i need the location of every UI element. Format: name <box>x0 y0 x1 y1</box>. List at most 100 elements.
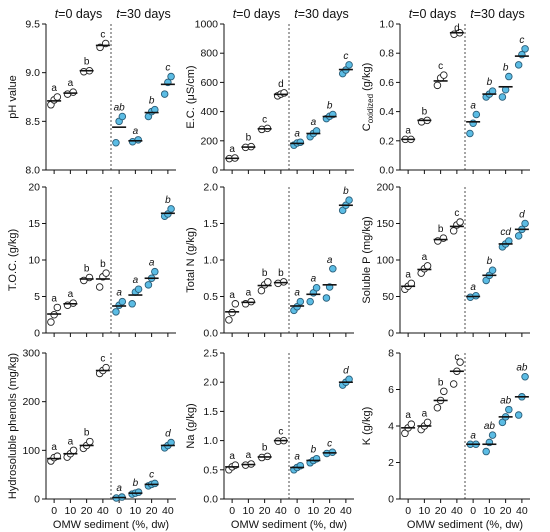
significance-letter: b <box>149 96 155 107</box>
significance-letter: ab <box>484 421 496 432</box>
x-tick-label: 0 <box>51 505 57 517</box>
significance-letter: b <box>84 428 90 439</box>
data-point <box>505 72 513 81</box>
significance-letter: b <box>278 268 284 279</box>
significance-letter: a <box>116 483 122 494</box>
data-point <box>498 418 507 427</box>
y-tick-label: 0.2 <box>379 135 394 147</box>
data-point <box>466 129 474 138</box>
x-tick-label: 20 <box>435 505 447 517</box>
data-point <box>280 89 288 97</box>
y-tick-label: 0.0 <box>203 328 218 340</box>
y-tick-label: 9.0 <box>25 67 40 79</box>
significance-letter: a <box>51 293 57 304</box>
y-tick-label: 200 <box>22 396 40 408</box>
y-tick-label: 2.0 <box>203 377 218 389</box>
significance-letter: ab <box>114 102 126 113</box>
significance-letter: a <box>294 128 300 139</box>
panel-hphen: 0 100 200 300 0 10 20 40 0 10 20 40 Hydrosoluble phe… <box>7 348 176 531</box>
significance-letter: d <box>519 210 525 221</box>
data-point <box>329 265 337 273</box>
y-tick-label: 10 <box>28 255 40 267</box>
significance-letter: b <box>422 106 428 117</box>
significance-letter: a <box>116 288 122 299</box>
data-point <box>449 227 458 235</box>
y-axis-label: Coxidized (g/kg) <box>361 63 375 132</box>
data-point <box>433 404 442 412</box>
x-tick-label: 0 <box>294 505 300 517</box>
x-tick-label: 40 <box>162 505 174 517</box>
significance-letter: b <box>262 442 268 453</box>
x-tick-label: 0 <box>229 505 235 517</box>
significance-letter: b <box>343 186 349 197</box>
data-point <box>439 234 448 242</box>
x-tick-label: 0 <box>405 505 411 517</box>
y-tick-label: 0 <box>388 328 394 340</box>
data-point <box>102 269 110 277</box>
y-tick-label: 100 <box>376 255 394 267</box>
y-tick-label: 300 <box>22 348 40 360</box>
significance-letter: d <box>165 429 171 440</box>
data-point <box>53 93 62 101</box>
y-tick-label: 0 <box>34 494 40 506</box>
significance-letter: d <box>343 365 349 376</box>
x-tick-label: 0 <box>116 505 122 517</box>
significance-letter: a <box>229 144 235 155</box>
significance-letter: a <box>470 101 476 112</box>
significance-letter: a <box>311 274 317 285</box>
data-point <box>322 294 331 302</box>
y-tick-label: 1.0 <box>203 435 218 447</box>
significance-letter: a <box>51 83 57 94</box>
y-tick-label: 8.0 <box>25 165 40 177</box>
y-tick-label: 0 <box>212 165 218 177</box>
y-tick-label: 8 <box>388 348 394 360</box>
significance-letter: c <box>519 35 524 46</box>
data-point <box>423 418 432 427</box>
x-tick-label: 40 <box>97 505 109 517</box>
data-point <box>498 93 507 101</box>
significance-letter: ab <box>516 363 528 374</box>
data-point <box>345 196 353 204</box>
y-tick-label: 0.5 <box>203 464 218 476</box>
data-point <box>167 72 175 81</box>
y-tick-label: 1.5 <box>203 218 218 230</box>
y-tick-label: 0 <box>34 328 40 340</box>
data-point <box>514 411 523 419</box>
data-point <box>134 136 142 144</box>
y-tick-label: 0.0 <box>203 494 218 506</box>
significance-letter: b <box>84 57 90 68</box>
data-point <box>69 88 77 96</box>
data-point <box>134 285 143 293</box>
significance-letter: d <box>278 79 284 90</box>
data-point <box>433 81 442 90</box>
data-point <box>118 297 127 306</box>
x-axis-label: OMW sediment (%, dw) <box>53 519 169 531</box>
data-point <box>296 138 305 147</box>
significance-letter: b <box>438 224 444 235</box>
significance-letter: c <box>343 51 348 62</box>
y-tick-label: 1000 <box>195 19 219 31</box>
y-tick-label: 0.6 <box>379 77 394 89</box>
data-point <box>85 273 94 282</box>
significance-letter: b <box>327 101 333 112</box>
significance-letter: b <box>262 268 268 279</box>
x-tick-label: 40 <box>275 505 287 517</box>
y-tick-label: 800 <box>200 48 218 60</box>
data-point <box>95 283 104 291</box>
y-tick-label: 0 <box>388 494 394 506</box>
x-tick-label: 40 <box>516 505 528 517</box>
y-tick-label: 0.4 <box>379 106 394 118</box>
y-tick-label: 0.0 <box>379 165 394 177</box>
significance-letter: b <box>503 63 509 74</box>
data-point <box>407 420 416 428</box>
data-point <box>488 431 497 439</box>
panel-cox: 0.0 0.2 0.4 0.6 0.8 1.0 t=0 days t=30 days Coxid… <box>361 7 530 177</box>
y-tick-label: 150 <box>376 218 394 230</box>
y-tick-label: 20 <box>28 182 40 194</box>
y-tick-label: 200 <box>200 135 218 147</box>
y-tick-label: 2.5 <box>203 348 218 360</box>
significance-letter: a <box>405 125 411 136</box>
x-tick-label: 10 <box>308 505 320 517</box>
